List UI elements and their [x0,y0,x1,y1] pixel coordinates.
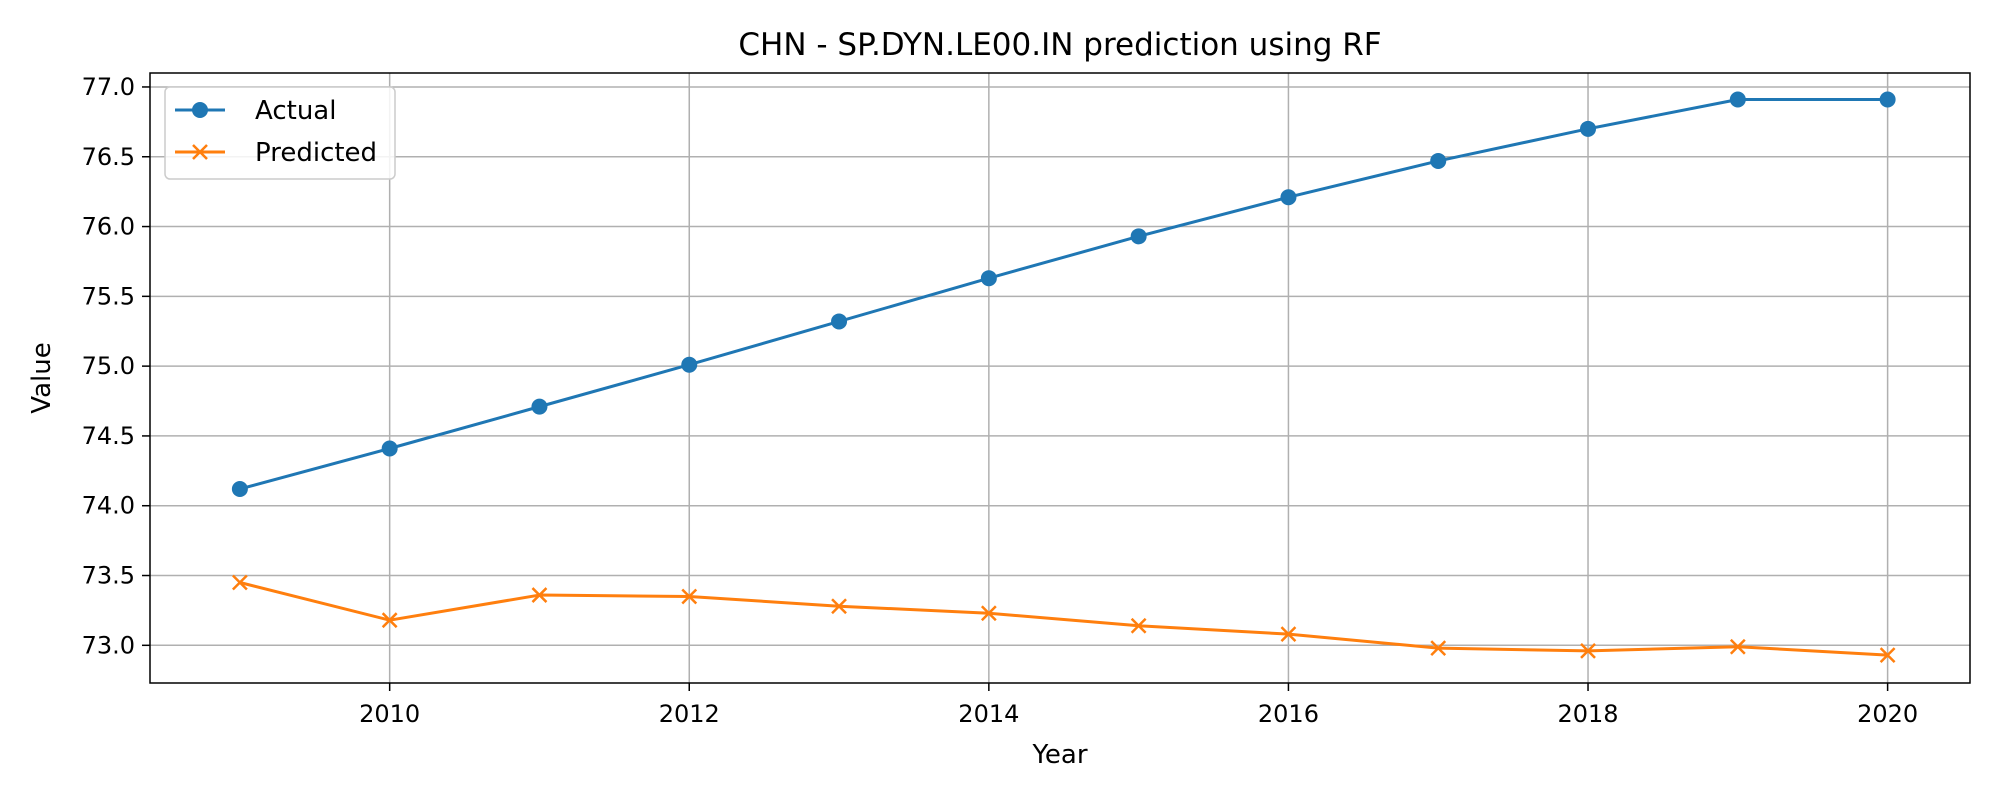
data-point-predicted [1280,626,1297,643]
x-axis-label: Year [1031,740,1087,770]
y-tick-label: 76.5 [82,143,135,171]
data-point-actual [1280,189,1297,206]
x-tick-label: 2016 [1258,700,1319,728]
x-tick-label: 2020 [1857,700,1918,728]
data-point-predicted [1580,643,1596,659]
data-point-predicted [231,574,248,591]
legend-label-actual: Actual [255,96,336,126]
series-line-predicted [239,581,1888,657]
data-point-actual [980,270,997,287]
data-point-actual [1430,152,1447,169]
series-layer [231,91,1896,663]
x-tick-label: 2012 [659,700,720,728]
y-tick-label: 77.0 [82,73,135,101]
legend-marker-actual [192,102,208,118]
data-point-predicted [531,587,548,603]
y-tick-label: 74.5 [82,422,135,450]
data-point-predicted [1879,647,1896,663]
y-tick-label: 76.0 [82,213,135,241]
x-tick-label: 2014 [958,700,1019,728]
data-point-predicted [831,598,847,615]
data-point-actual [381,440,398,457]
y-axis-label: Value [27,342,57,413]
data-point-predicted [381,612,398,629]
data-point-actual [831,313,848,330]
chart-title: CHN - SP.DYN.LE00.IN prediction using RF [738,27,1381,63]
x-axis-ticks: 2010 2012 2014 2016 2018 2020 [359,683,1918,728]
data-point-actual [231,480,248,497]
legend: Actual Predicted [164,86,396,180]
y-tick-label: 75.5 [82,282,135,310]
plot-frame [149,72,1971,684]
data-point-actual [681,356,698,373]
data-point-predicted [1130,617,1147,634]
data-point-actual [531,398,548,415]
series-line-actual [239,98,1888,491]
data-point-actual [1580,120,1597,137]
legend-label-predicted: Predicted [255,138,377,168]
data-point-predicted [1729,638,1746,655]
y-tick-label: 74.0 [82,492,135,520]
data-point-predicted [1430,640,1447,656]
grid [150,73,1970,683]
data-point-actual [1130,228,1147,245]
y-tick-label: 73.0 [82,631,135,659]
y-tick-label: 75.0 [82,352,135,380]
y-tick-label: 73.5 [82,562,135,590]
data-point-actual [1729,91,1746,108]
y-axis-ticks: 73.0 73.5 74.0 74.5 75.0 75.5 76.0 76.5 77.0 [82,73,150,659]
data-point-predicted [980,605,997,622]
data-point-predicted [681,588,698,605]
x-tick-label: 2010 [359,700,420,728]
data-point-actual [1879,91,1896,108]
legend-marker-predicted [192,144,208,160]
x-tick-label: 2018 [1557,700,1618,728]
